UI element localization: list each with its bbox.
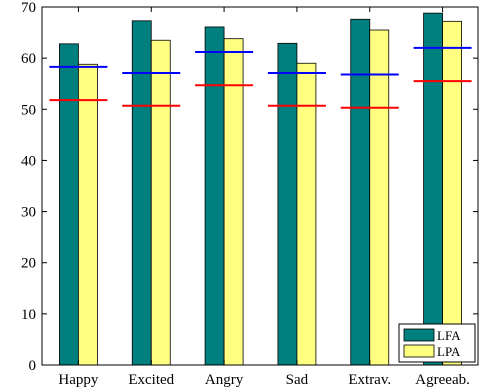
legend-label-lpa: LPA	[437, 344, 461, 359]
plot-area-frame	[41, 6, 479, 366]
bar-lfa-6	[423, 12, 443, 366]
reference-lines-layer	[49, 46, 472, 109]
legend-swatch-lpa	[403, 344, 435, 358]
x-tick-label: Happy	[58, 372, 98, 388]
x-tick-label: Angry	[205, 372, 244, 388]
legend-label-lfa: LFA	[437, 328, 461, 343]
x-tick-label: Sad	[286, 372, 309, 388]
y-tick-label: 40	[21, 153, 36, 169]
bar-lpa-4	[296, 62, 317, 366]
y-tick-label: 50	[21, 102, 36, 118]
bar-lpa-5	[369, 29, 390, 366]
bar-lfa-5	[350, 18, 371, 366]
x-tick-label: Agreeab.	[415, 372, 470, 388]
y-tick-label: 30	[21, 205, 36, 221]
x-axis: Happy Excited Angry Sad Extrav. Agreeab.	[58, 7, 470, 388]
bar-lfa-1	[59, 43, 79, 366]
bar-lpa-1	[78, 63, 98, 366]
bar-lpa-2	[150, 39, 171, 366]
y-axis: 0 10 20 30 40 50 60 70	[21, 0, 478, 374]
y-tick-label: 60	[21, 51, 36, 67]
bar-lfa-4	[277, 42, 298, 366]
bar-lpa-3	[223, 38, 244, 366]
bars-layer	[59, 12, 462, 366]
y-tick-label: 10	[21, 307, 36, 323]
bar-lpa-6	[442, 20, 462, 366]
legend-swatch-lfa	[403, 328, 435, 342]
y-tick-label: 70	[21, 0, 36, 16]
y-tick-label: 20	[21, 256, 36, 272]
x-tick-label: Extrav.	[348, 372, 391, 388]
x-tick-label: Excited	[128, 372, 174, 388]
bar-lfa-3	[204, 26, 225, 366]
y-tick-label: 0	[29, 358, 37, 374]
